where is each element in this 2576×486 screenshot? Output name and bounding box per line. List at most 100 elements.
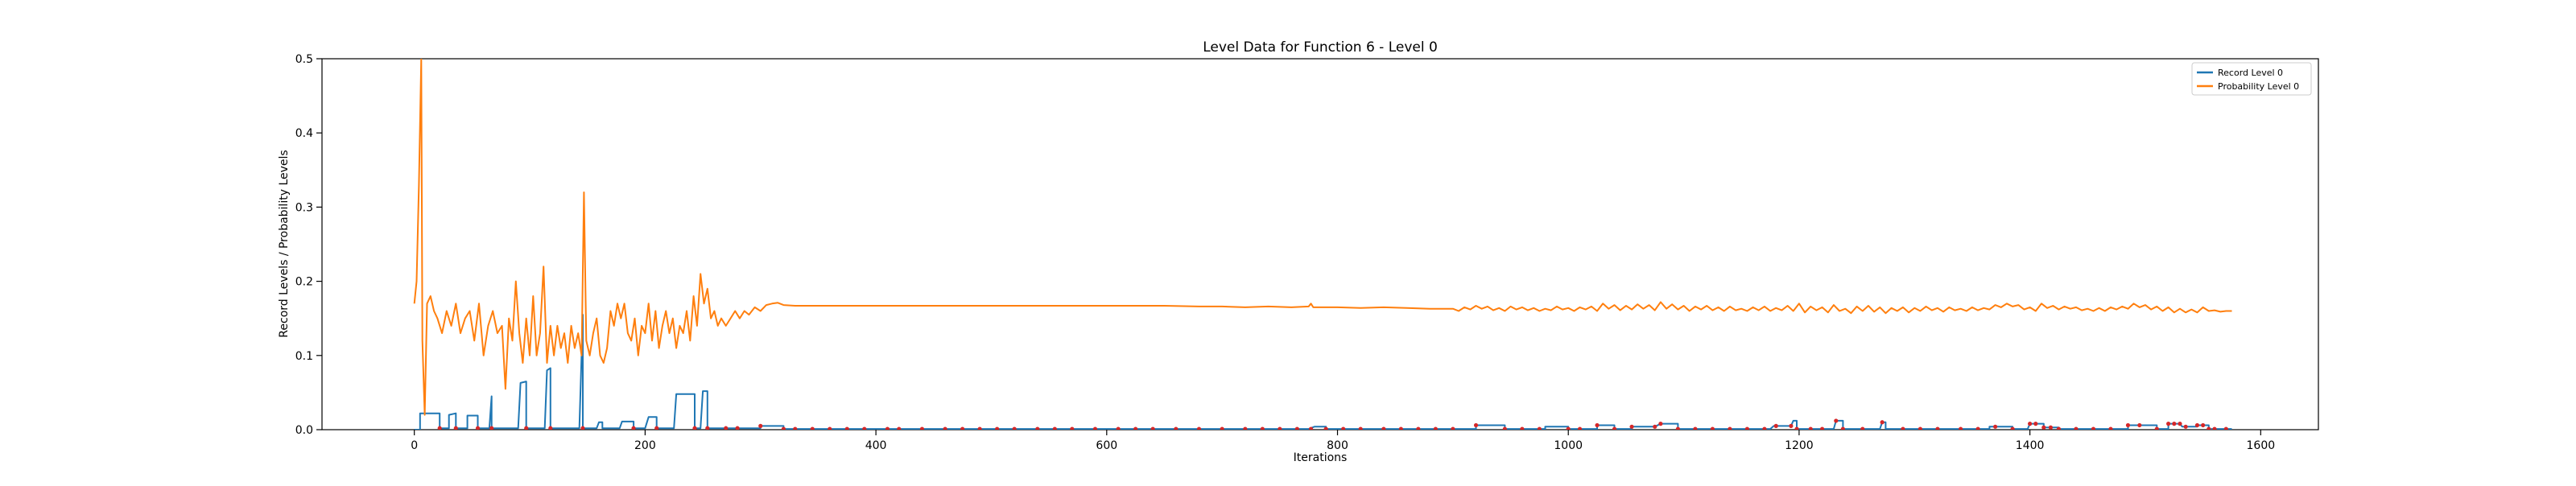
record-marker bbox=[1834, 418, 1839, 423]
y-tick-label: 0.4 bbox=[295, 127, 313, 140]
x-tick-label: 600 bbox=[1096, 439, 1117, 452]
record-marker bbox=[1612, 426, 1617, 430]
record-marker bbox=[1840, 426, 1845, 430]
record-marker bbox=[1052, 426, 1057, 430]
record-marker bbox=[2125, 422, 2131, 428]
record-marker bbox=[2172, 422, 2177, 426]
record-marker bbox=[1012, 426, 1017, 430]
y-tick-label: 0.5 bbox=[295, 53, 313, 66]
record-marker bbox=[1975, 426, 1980, 430]
record-marker bbox=[1629, 424, 1634, 429]
record-marker bbox=[1993, 424, 1998, 429]
record-marker bbox=[885, 426, 890, 430]
record-marker bbox=[1918, 426, 1923, 430]
record-marker bbox=[437, 426, 442, 430]
record-marker bbox=[862, 426, 867, 430]
record-level-line bbox=[414, 314, 2232, 430]
plot-frame bbox=[321, 58, 2319, 430]
record-marker bbox=[692, 426, 697, 430]
legend-label: Probability Level 0 bbox=[2218, 81, 2299, 92]
y-tick-label: 0.3 bbox=[295, 201, 313, 214]
record-marker bbox=[1150, 426, 1155, 430]
record-marker bbox=[1710, 426, 1715, 430]
record-marker bbox=[1693, 426, 1698, 430]
record-marker bbox=[1595, 422, 1600, 428]
record-marker bbox=[781, 426, 786, 430]
record-marker bbox=[2041, 425, 2046, 430]
record-marker bbox=[793, 426, 798, 430]
record-marker bbox=[1278, 426, 1282, 430]
x-tick-label: 1200 bbox=[1785, 439, 1814, 452]
record-marker bbox=[2033, 422, 2038, 426]
record-marker bbox=[489, 426, 494, 430]
record-marker bbox=[548, 426, 553, 430]
record-marker bbox=[1220, 426, 1224, 430]
record-marker bbox=[1133, 426, 1138, 430]
marker-layer bbox=[437, 418, 2228, 430]
record-marker bbox=[1294, 426, 1299, 430]
record-marker bbox=[1819, 426, 1825, 430]
record-marker bbox=[995, 426, 1000, 430]
x-tick-label: 0 bbox=[411, 439, 418, 452]
x-tick-label: 1000 bbox=[1554, 439, 1583, 452]
record-marker bbox=[654, 426, 659, 430]
record-marker bbox=[828, 426, 832, 430]
record-marker bbox=[977, 426, 982, 430]
record-marker bbox=[705, 426, 710, 430]
record-marker bbox=[1728, 426, 1732, 430]
legend: Record Level 0 Probability Level 0 bbox=[2191, 62, 2312, 96]
record-marker bbox=[1116, 426, 1121, 430]
record-marker bbox=[735, 426, 740, 430]
probability-level-line bbox=[413, 59, 2232, 416]
record-marker bbox=[897, 426, 902, 430]
record-marker bbox=[524, 426, 529, 430]
record-marker bbox=[2028, 422, 2033, 426]
record-marker bbox=[1358, 426, 1363, 430]
y-tick-label: 0.2 bbox=[295, 276, 313, 289]
record-marker bbox=[2091, 426, 2096, 430]
record-marker bbox=[1308, 426, 1314, 430]
record-marker bbox=[844, 426, 849, 430]
record-marker bbox=[943, 426, 947, 430]
record-marker bbox=[1260, 426, 1265, 430]
record-marker bbox=[1416, 426, 1421, 430]
record-marker bbox=[1537, 426, 1542, 430]
record-marker bbox=[1035, 426, 1040, 430]
record-marker bbox=[580, 426, 585, 430]
record-marker bbox=[919, 426, 925, 430]
record-marker bbox=[1520, 426, 1525, 430]
record-marker bbox=[724, 426, 729, 430]
x-tick-label: 200 bbox=[634, 439, 656, 452]
y-axis: 0.0 0.1 0.2 0.3 0.4 0.5 bbox=[295, 53, 322, 437]
record-marker bbox=[1653, 424, 1657, 429]
record-marker bbox=[1901, 426, 1905, 430]
record-marker bbox=[960, 426, 965, 430]
x-tick-label: 1600 bbox=[2247, 439, 2276, 452]
record-marker bbox=[2048, 425, 2054, 430]
record-marker bbox=[1794, 426, 1799, 430]
record-marker bbox=[810, 426, 815, 430]
x-tick-label: 1400 bbox=[2016, 439, 2045, 452]
record-marker bbox=[2166, 422, 2171, 426]
record-marker bbox=[1341, 426, 1346, 430]
record-marker bbox=[2223, 426, 2228, 430]
record-marker bbox=[1070, 426, 1075, 430]
record-marker bbox=[631, 426, 636, 430]
chart-title: Level Data for Function 6 - Level 0 bbox=[1203, 39, 1438, 56]
record-marker bbox=[1860, 426, 1865, 430]
record-marker bbox=[1502, 426, 1507, 430]
record-marker bbox=[2056, 426, 2062, 430]
record-marker bbox=[1808, 426, 1813, 430]
record-marker bbox=[2201, 422, 2206, 428]
record-marker bbox=[2183, 424, 2188, 429]
x-axis: 0 200 400 600 800 1000 1200 1400 1600 bbox=[411, 430, 2275, 452]
record-marker bbox=[758, 423, 763, 428]
record-marker bbox=[2194, 422, 2200, 428]
record-marker bbox=[1381, 426, 1386, 430]
record-marker bbox=[1935, 426, 1940, 430]
y-tick-label: 0.0 bbox=[295, 424, 313, 437]
record-marker bbox=[2154, 426, 2159, 430]
legend-label: Record Level 0 bbox=[2218, 68, 2283, 78]
